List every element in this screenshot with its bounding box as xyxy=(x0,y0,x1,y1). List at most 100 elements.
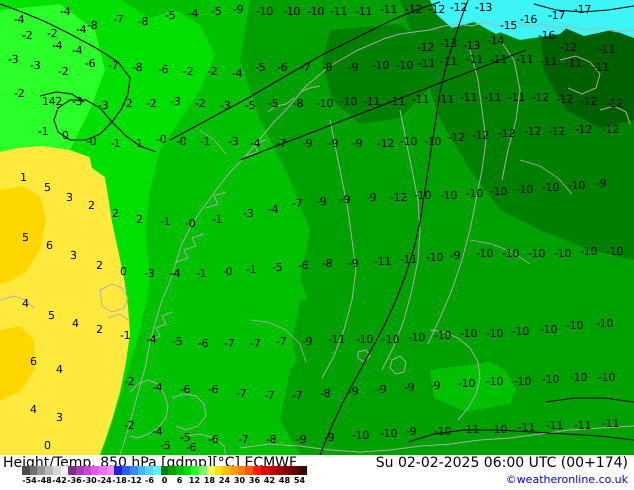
temperature-value: -12 xyxy=(548,125,566,138)
color-tick-label: 24 xyxy=(218,476,231,485)
temperature-value: -9 xyxy=(406,425,417,438)
color-swatch-17 xyxy=(152,466,161,475)
temperature-value: -7 xyxy=(264,389,275,402)
temperature-value: -4 xyxy=(152,425,163,438)
temperature-value: -1 xyxy=(246,263,257,276)
credit-link[interactable]: ©weatheronline.co.uk xyxy=(505,473,628,486)
temperature-value: -10 xyxy=(554,247,572,260)
temperature-value: -5 xyxy=(172,335,183,348)
temperature-value: -12 xyxy=(450,1,468,14)
color-swatch-21 xyxy=(183,466,192,475)
temperature-value: -2 xyxy=(183,65,194,78)
temperature-value: 5 xyxy=(22,231,29,244)
temperature-value: -9 xyxy=(450,249,461,262)
color-swatch-30 xyxy=(253,466,261,475)
footer-bar: Height/Temp. 850 hPa [gdmp][°C] ECMWF Su… xyxy=(0,455,634,490)
temperature-value: -2 xyxy=(22,29,33,42)
temperature-value: -13 xyxy=(463,39,481,52)
color-tick-label: 36 xyxy=(248,476,261,485)
temperature-value: -9 xyxy=(328,137,339,150)
temperature-value: -9 xyxy=(233,3,244,16)
temperature-value: -11 xyxy=(380,3,398,16)
temperature-value: -10 xyxy=(356,333,374,346)
temperature-value: -2 xyxy=(14,87,25,100)
temperature-value: -11 xyxy=(516,53,534,66)
temperature-value: -10 xyxy=(283,5,301,18)
temperature-value: -3 xyxy=(170,95,181,108)
color-scale-ticks: -54 -48 -42 -36 -30 -24 -18 -12 -6 0 6 12 18 24 30 36 42… xyxy=(22,476,307,488)
temperature-value: -11 xyxy=(355,5,373,18)
temperature-value: -7 xyxy=(276,137,287,150)
temperature-value: -7 xyxy=(300,61,311,74)
color-tick-label: -54 xyxy=(22,476,37,485)
color-tick-label: 18 xyxy=(203,476,216,485)
color-swatch-7 xyxy=(75,466,84,475)
temperature-value: -11 xyxy=(330,5,348,18)
temperature-value: -9 xyxy=(340,193,351,206)
temperature-value: -5 xyxy=(272,261,283,274)
color-swatch-13 xyxy=(122,466,130,475)
temperature-value: -7 xyxy=(113,13,124,26)
temperature-value: -10 xyxy=(476,247,494,260)
color-swatch-22 xyxy=(191,466,200,475)
temperature-value: -12 xyxy=(532,91,550,104)
temperature-value: -3 xyxy=(144,267,155,280)
temperature-value: -7 xyxy=(224,337,235,350)
temperature-value: -0 xyxy=(222,265,233,278)
color-swatch-19 xyxy=(168,466,177,475)
temperature-value: -6 xyxy=(180,383,191,396)
color-swatch-23 xyxy=(199,466,207,475)
temperature-value: -9 xyxy=(324,431,335,444)
temperature-value: -0 xyxy=(185,217,196,230)
temperature-value: -10 xyxy=(382,333,400,346)
temperature-value: -10 xyxy=(466,187,484,200)
temperature-value: -2 xyxy=(47,27,58,40)
temperature-value: -13 xyxy=(440,37,458,50)
country-borders xyxy=(199,129,573,363)
temperature-value: -10 xyxy=(440,189,458,202)
temperature-value: -12 xyxy=(417,41,435,54)
weather-map[interactable]: -4 -4 -8 -7 -8 -5 -4 -5 -9 -10 -10 -10 -11 -11 -11 -12-… xyxy=(0,0,634,455)
temperature-value: 6 xyxy=(46,239,53,252)
temperature-value: -10 xyxy=(542,181,560,194)
temperature-value: -10 xyxy=(596,317,614,330)
temperature-value: -1 xyxy=(196,267,207,280)
temperature-value: -12 xyxy=(602,123,620,136)
temperature-value: 0 xyxy=(44,439,51,452)
temperature-value: -9 xyxy=(302,137,313,150)
color-swatch-6 xyxy=(68,466,76,475)
temperature-value: -1 xyxy=(200,135,211,148)
temperature-value: -7 xyxy=(250,337,261,350)
temperature-value: -12 xyxy=(524,125,542,138)
temperature-value: -10 xyxy=(396,59,414,72)
color-tick-label: 48 xyxy=(278,476,291,485)
temperature-value: 1 xyxy=(136,137,143,150)
temperature-value: -5 xyxy=(255,61,266,74)
temperature-value: -12 xyxy=(580,95,598,108)
valid-time-label: Su 02-02-2025 06:00 UTC (00+174) xyxy=(375,455,628,471)
temperature-value: -10 xyxy=(372,59,390,72)
temperature-value: 3 xyxy=(56,411,63,424)
temperature-value: -6 xyxy=(277,61,288,74)
temperature-value: -7 xyxy=(292,389,303,402)
temperature-value: -8 xyxy=(320,387,331,400)
temperature-value: -10 xyxy=(570,371,588,384)
fill-yellow-deep xyxy=(0,186,46,284)
temperature-value: -4 xyxy=(76,23,87,36)
temperature-value: 2 xyxy=(136,213,143,226)
color-swatch-26 xyxy=(222,466,230,475)
temperature-value: -9 xyxy=(596,177,607,190)
temperature-value: -12 xyxy=(606,97,624,110)
temperature-value: -3 xyxy=(8,53,19,66)
temperature-value: -9 xyxy=(302,335,313,348)
fill-darkest-green xyxy=(540,20,634,128)
color-tick-label: 42 xyxy=(263,476,276,485)
color-tick-label: -42 xyxy=(52,476,67,485)
temperature-value: -9 xyxy=(376,383,387,396)
temperature-value: -4 xyxy=(60,5,71,18)
color-tick-label: 54 xyxy=(293,476,306,485)
color-swatch-2 xyxy=(37,466,46,475)
fill-bright-patch-baltic xyxy=(430,362,520,412)
temperature-value: -9 xyxy=(348,61,359,74)
temperature-value: -12 xyxy=(405,3,423,16)
